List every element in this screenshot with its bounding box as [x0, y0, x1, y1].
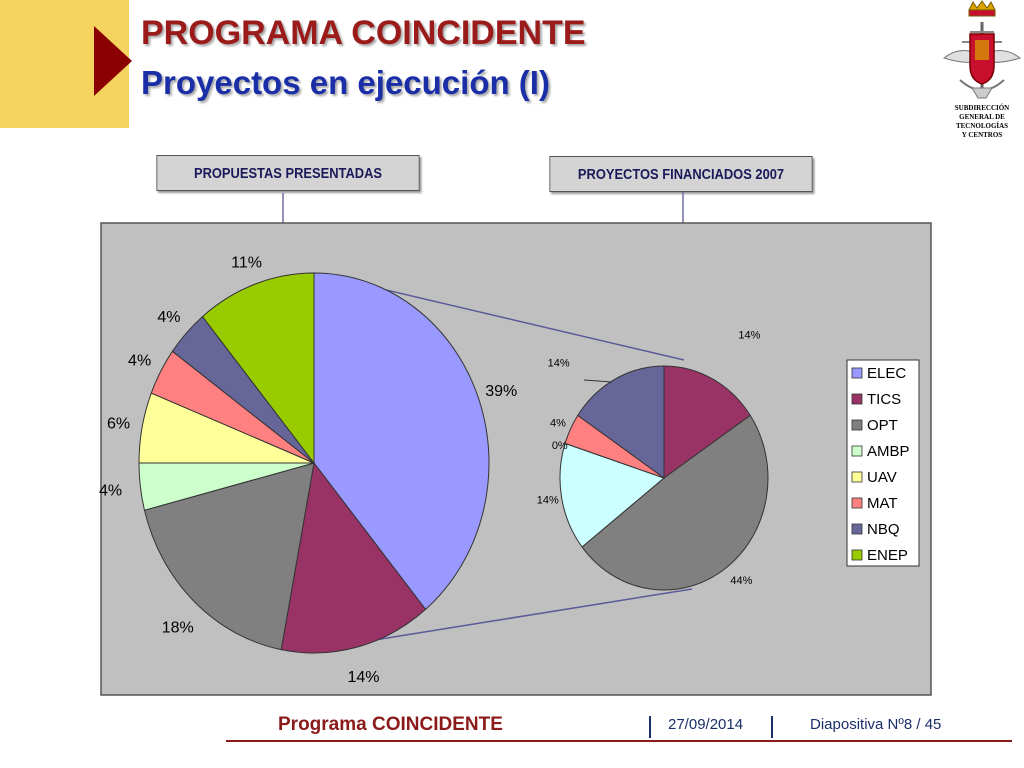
legend-label-opt: OPT	[867, 417, 898, 434]
main-slice-opt	[143, 462, 315, 651]
main-label-ambp: 4%	[99, 482, 122, 499]
coat-of-arms-icon	[942, 0, 1022, 99]
sub-label-mat: 4%	[550, 418, 566, 430]
sub-slice-tics	[663, 365, 751, 479]
footer-program: Programa COINCIDENTE	[278, 714, 503, 735]
slide-subtitle: Proyectos en ejecución (I)	[141, 64, 550, 101]
footer-slide-number: Diapositiva Nº8 / 45	[810, 716, 942, 733]
main-label-tics: 14%	[347, 669, 379, 686]
main-slice-tics	[280, 461, 427, 654]
legend-label-tics: TICS	[867, 391, 901, 408]
sub-label-uav: 0%	[552, 440, 568, 452]
legend-label-nbq: NBQ	[867, 521, 900, 538]
sub-label-ambp: 14%	[537, 495, 559, 507]
sub-slice-nbq	[577, 365, 665, 479]
sub-slice-opt	[581, 414, 769, 591]
legend-swatch-enep	[851, 549, 863, 561]
main-label-nbq: 4%	[157, 309, 180, 326]
footer-separator	[771, 716, 773, 738]
legend-swatch-mat	[851, 497, 863, 509]
main-label-elec: 39%	[485, 383, 517, 400]
funded-header-box: PROYECTOS FINANCIADOS 2007	[549, 156, 813, 192]
sub-label-tics: 14%	[738, 330, 760, 342]
legend-swatch-tics	[851, 393, 863, 405]
sub-label-opt: 44%	[730, 575, 752, 587]
proposals-header-box: PROPUESTAS PRESENTADAS	[156, 155, 420, 191]
logo-caption: SUBDIRECCIÓN GENERAL DE TECNOLOGÍAS Y CE…	[940, 104, 1024, 140]
main-label-mat: 4%	[128, 353, 151, 370]
sub-label-nbq: 14%	[548, 358, 570, 370]
main-slice-elec	[313, 272, 490, 611]
main-slice-enep	[201, 272, 315, 465]
funded-header-label: PROYECTOS FINANCIADOS 2007	[577, 165, 785, 183]
legend-label-elec: ELEC	[867, 365, 906, 382]
footer-separator	[649, 716, 651, 738]
main-label-opt: 18%	[162, 620, 194, 637]
chart-legend: ELEC TICS OPT AMBP UAV MAT NBQ ENEP	[846, 359, 920, 567]
main-label-enep: 11%	[231, 254, 262, 271]
legend-swatch-ambp	[851, 445, 863, 457]
legend-label-enep: ENEP	[867, 547, 908, 564]
logo-caption-line: TECNOLOGÍAS	[955, 122, 1009, 130]
legend-swatch-uav	[851, 471, 863, 483]
legend-label-uav: UAV	[867, 469, 897, 486]
proposals-header-label: PROPUESTAS PRESENTADAS	[193, 164, 383, 182]
legend-swatch-opt	[851, 419, 863, 431]
logo-caption-line: GENERAL DE	[959, 113, 1005, 121]
slide-title: PROGRAMA COINCIDENTE	[141, 14, 586, 52]
corner-arrow-icon	[94, 26, 132, 96]
legend-swatch-nbq	[851, 523, 863, 535]
legend-swatch-elec	[851, 367, 863, 379]
legend-label-ambp: AMBP	[867, 443, 910, 460]
footer-date: 27/09/2014	[668, 716, 744, 733]
logo-caption-line: SUBDIRECCIÓN	[954, 104, 1010, 112]
main-label-uav: 6%	[107, 416, 130, 433]
footer-rule	[226, 740, 1012, 742]
legend-label-mat: MAT	[867, 495, 898, 512]
logo-caption-line: Y CENTROS	[961, 131, 1003, 139]
sub-label-leader-line	[583, 379, 613, 383]
